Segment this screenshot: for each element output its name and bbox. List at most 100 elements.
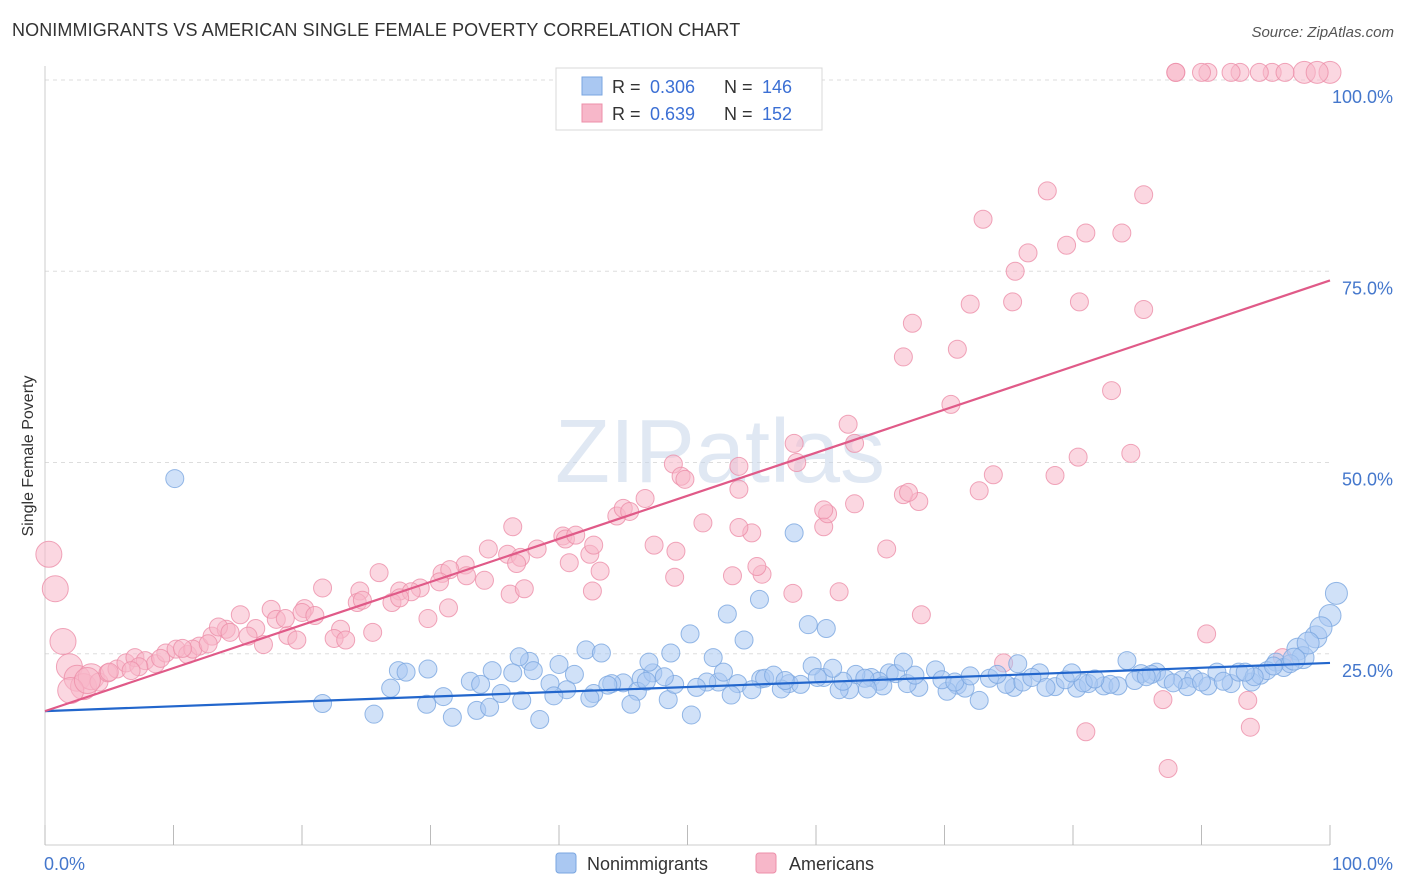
americans-point bbox=[969, 481, 989, 501]
americans-point bbox=[313, 578, 333, 598]
series-americans bbox=[35, 60, 1342, 778]
americans-point bbox=[983, 465, 1003, 485]
nonimmigrants-point bbox=[681, 705, 701, 725]
americans-point bbox=[582, 581, 602, 601]
americans-point bbox=[960, 294, 980, 314]
nonimmigrants-point bbox=[1008, 654, 1028, 674]
nonimmigrants-point bbox=[591, 643, 611, 663]
nonimmigrants-point bbox=[816, 619, 836, 639]
americans-point bbox=[220, 622, 240, 642]
americans-point bbox=[559, 553, 579, 573]
nonimmigrants-point bbox=[530, 710, 550, 730]
nonimmigrants-point bbox=[523, 661, 543, 681]
americans-point bbox=[877, 539, 897, 559]
nonimmigrants-point bbox=[969, 690, 989, 710]
americans-point bbox=[729, 518, 749, 538]
nonimmigrants-point bbox=[621, 694, 641, 714]
americans-point bbox=[644, 535, 664, 555]
americans-point bbox=[693, 513, 713, 533]
grid-lines bbox=[45, 79, 1330, 655]
nonimmigrants-point bbox=[1282, 647, 1306, 671]
americans-point bbox=[336, 630, 356, 650]
americans-point bbox=[729, 479, 749, 499]
nonimmigrants-point bbox=[1163, 673, 1183, 693]
trend-line-americans bbox=[44, 279, 1331, 713]
americans-point bbox=[1197, 624, 1217, 644]
nonimmigrants-point bbox=[1235, 662, 1255, 682]
nonimmigrants-point bbox=[784, 523, 804, 543]
americans-point bbox=[1005, 261, 1025, 281]
americans-point bbox=[1275, 62, 1295, 82]
americans-point bbox=[363, 622, 383, 642]
legend-top: R = 0.306 N = 146 R = 0.639 N = 152 bbox=[555, 67, 823, 131]
nonimmigrants-point bbox=[1036, 677, 1056, 697]
americans-point bbox=[838, 414, 858, 434]
americans-point bbox=[172, 638, 192, 658]
source-label: Source: ZipAtlas.com bbox=[1251, 24, 1394, 41]
americans-point bbox=[198, 634, 218, 654]
americans-point bbox=[1153, 690, 1173, 710]
y-tick-label: 50.0% bbox=[1342, 470, 1393, 490]
legend-swatch-nonimmigrants bbox=[581, 76, 603, 96]
nonimmigrants-point bbox=[654, 667, 674, 687]
americans-point bbox=[1121, 443, 1141, 463]
legend-n-label: N = bbox=[724, 77, 753, 97]
americans-point bbox=[902, 313, 922, 333]
nonimmigrants-point bbox=[549, 654, 569, 674]
nonimmigrants-point bbox=[1117, 651, 1137, 671]
americans-point bbox=[507, 553, 527, 573]
americans-point bbox=[35, 540, 63, 568]
nonimmigrants-point bbox=[823, 658, 843, 678]
nonimmigrants-point bbox=[509, 647, 529, 667]
americans-point bbox=[1240, 717, 1260, 737]
americans-point bbox=[729, 456, 749, 476]
nonimmigrants-point bbox=[381, 678, 401, 698]
nonimmigrants-point bbox=[1309, 616, 1333, 640]
americans-point bbox=[1003, 292, 1023, 312]
trend-line-nonimmigrants bbox=[44, 661, 1331, 713]
americans-point bbox=[352, 590, 372, 610]
y-tick-label: 25.0% bbox=[1342, 661, 1393, 681]
legend-bottom-swatch-nonimmigrants bbox=[555, 852, 577, 874]
americans-point bbox=[369, 563, 389, 583]
americans-point bbox=[503, 517, 523, 537]
y-tick-label: 100.0% bbox=[1332, 87, 1393, 107]
americans-point bbox=[1037, 181, 1057, 201]
americans-point bbox=[478, 539, 498, 559]
americans-point bbox=[973, 209, 993, 229]
nonimmigrants-point bbox=[713, 662, 733, 682]
americans-point bbox=[1249, 62, 1269, 82]
nonimmigrants-point bbox=[471, 674, 491, 694]
americans-point bbox=[1045, 466, 1065, 486]
americans-point bbox=[1057, 235, 1077, 255]
nonimmigrants-point bbox=[313, 693, 333, 713]
americans-point bbox=[1076, 722, 1096, 742]
nonimmigrants-point bbox=[1022, 667, 1042, 687]
nonimmigrants-point bbox=[857, 679, 877, 699]
nonimmigrants-point bbox=[396, 662, 416, 682]
legend-n-label: N = bbox=[724, 104, 753, 124]
legend-bottom-label-nonimmigrants: Nonimmigrants bbox=[587, 854, 708, 874]
americans-point bbox=[1018, 243, 1038, 263]
americans-point bbox=[1134, 185, 1154, 205]
legend-bottom-label-americans: Americans bbox=[789, 854, 874, 874]
y-axis-label: Single Female Poverty bbox=[20, 376, 37, 537]
americans-point bbox=[783, 583, 803, 603]
x-tick-labels: 0.0% 100.0% bbox=[44, 854, 1393, 874]
americans-point bbox=[474, 570, 494, 590]
americans-point bbox=[899, 482, 919, 502]
nonimmigrants-point bbox=[576, 640, 596, 660]
nonimmigrants-point bbox=[893, 652, 913, 672]
americans-point bbox=[438, 598, 458, 618]
nonimmigrants-point bbox=[1136, 667, 1156, 687]
americans-point bbox=[845, 494, 865, 514]
americans-point bbox=[784, 433, 804, 453]
axes bbox=[44, 66, 1331, 846]
americans-point bbox=[675, 469, 695, 489]
americans-point bbox=[418, 609, 438, 629]
americans-point bbox=[665, 567, 685, 587]
nonimmigrants-point bbox=[905, 665, 925, 685]
nonimmigrants-point bbox=[442, 707, 462, 727]
nonimmigrants-point bbox=[503, 663, 523, 683]
